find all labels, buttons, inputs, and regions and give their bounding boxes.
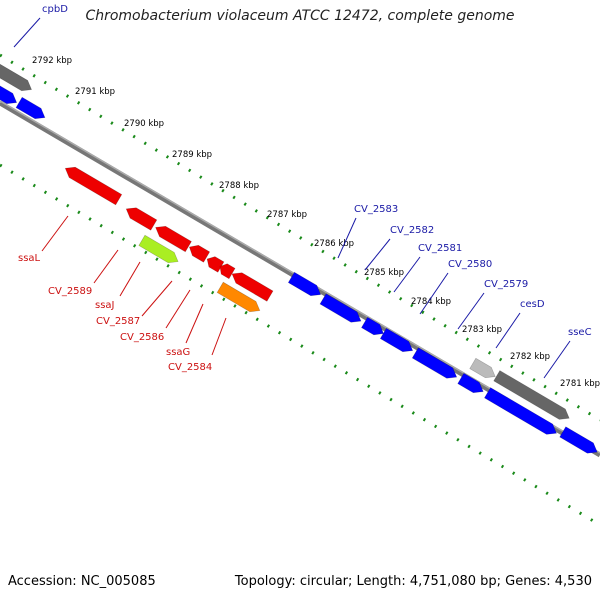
- kbp-tick-label: 2792 kbp: [32, 56, 72, 66]
- gene-lower-1: [457, 372, 484, 394]
- forward-gene-label: cpbD: [42, 4, 68, 15]
- gene-CV_2587: [138, 234, 179, 264]
- kbp-tick-label: 2781 kbp: [560, 379, 600, 389]
- gene-CV_2583: [287, 271, 322, 297]
- gene-cesD: [469, 357, 496, 379]
- label-leader-line: [141, 280, 173, 317]
- label-leader-line: [364, 238, 391, 271]
- kbp-tick-label: 2791 kbp: [75, 87, 115, 97]
- gene-CV_2586: [188, 244, 211, 263]
- forward-gene-label: CV_2581: [418, 243, 462, 254]
- gene-left-2: [15, 96, 46, 120]
- gene-sseC: [493, 370, 570, 420]
- reverse-gene-label: CV_2587: [96, 316, 140, 327]
- kbp-tick-label: 2785 kbp: [364, 268, 404, 278]
- kbp-tick-label: 2783 kbp: [462, 325, 502, 335]
- kbp-tick-label: 2782 kbp: [510, 352, 550, 362]
- kbp-tick-labels: 2792 kbp 2791 kbp 2790 kbp 2789 kbp 2788 kbp…: [32, 56, 600, 389]
- map-title: Chromobacterium violaceum ATCC 12472, co…: [85, 8, 515, 24]
- label-leader-line: [457, 292, 485, 330]
- accession-text: Accession: NC_005085: [8, 574, 156, 589]
- kbp-tick-label: 2789 kbp: [172, 150, 212, 160]
- forward-gene-label: sseC: [568, 327, 592, 338]
- forward-gene-label: cesD: [520, 299, 545, 310]
- gene-cpbD: [0, 58, 32, 92]
- gene-CV_2579: [411, 347, 458, 379]
- forward-gene-label: CV_2582: [390, 225, 434, 236]
- gene-lower-3: [559, 426, 598, 454]
- kbp-tick-label: 2784 kbp: [411, 297, 451, 307]
- reverse-gene-label: ssaL: [18, 253, 41, 264]
- label-leader-line: [119, 261, 141, 297]
- reverse-gene-label: CV_2586: [120, 332, 164, 343]
- topology-text: Topology: circular; Length: 4,751,080 bp…: [234, 574, 592, 589]
- label-leader-line: [211, 317, 227, 356]
- label-leader-line: [13, 17, 41, 48]
- forward-gene-label: CV_2580: [448, 259, 492, 270]
- label-leader-line: [165, 289, 191, 329]
- gene-ssaJ: [155, 225, 192, 253]
- label-leader-line: [419, 272, 449, 315]
- reverse-gene-label: ssaG: [166, 347, 190, 358]
- gene-ssaG: [206, 256, 225, 273]
- reverse-gene-label: CV_2589: [48, 286, 92, 297]
- gene-CV_2581: [361, 316, 384, 336]
- reverse-gene-label: CV_2584: [168, 362, 212, 373]
- gene-CV_2589: [125, 207, 158, 231]
- label-leader-line: [185, 303, 204, 344]
- label-leader-line: [393, 256, 421, 293]
- label-leader-line: [543, 340, 571, 379]
- kbp-tick-label: 2788 kbp: [219, 181, 259, 191]
- label-leader-line: [93, 249, 119, 284]
- forward-gene-label: CV_2583: [354, 204, 398, 215]
- gene-small-1: [219, 263, 236, 280]
- gene-CV_2580: [379, 327, 414, 353]
- gene-left-1: [0, 79, 18, 105]
- label-leader-line: [41, 215, 69, 252]
- gene-orange: [216, 281, 261, 313]
- gene-lower-2: [484, 387, 557, 435]
- forward-gene-label: CV_2579: [484, 279, 528, 290]
- gene-CV_2584: [231, 272, 274, 302]
- label-leader-line: [495, 312, 521, 349]
- gene-ssaL: [64, 166, 123, 206]
- label-leader-line: [337, 217, 357, 259]
- gene-features: [0, 58, 598, 454]
- gene-labels: cpbD CV_2583 CV_2582 CV_2581 CV_2580 CV_2579c…: [13, 4, 592, 379]
- kbp-tick-label: 2787 kbp: [267, 210, 307, 220]
- reverse-gene-label: ssaJ: [95, 300, 115, 311]
- gene-CV_2582: [319, 293, 362, 323]
- kbp-tick-label: 2786 kbp: [314, 239, 354, 249]
- outer-tick-track: [0, 53, 600, 422]
- kbp-tick-label: 2790 kbp: [124, 119, 164, 129]
